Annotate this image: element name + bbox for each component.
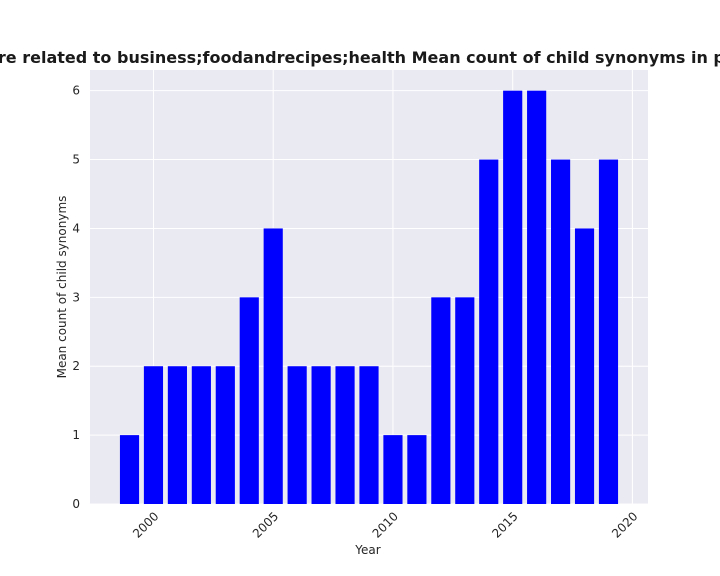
y-axis-label: Mean count of child synonyms [55,196,69,379]
bar-2017 [551,159,571,505]
bar-2019 [598,159,619,505]
bar-2001 [167,366,187,504]
bar-2000 [143,366,164,504]
bar-1999 [119,435,140,504]
x-tick-labels: 2000 2005 2010 2015 2020 [130,509,640,540]
y-tick-label: 5 [72,153,80,167]
bar-2013 [455,297,475,504]
bar-2008 [335,366,355,504]
bar-2010 [383,435,403,504]
bar-2014 [479,159,499,505]
bar-2005 [263,228,283,504]
x-tick-label: 2000 [130,509,161,540]
y-tick-labels: 0 1 2 3 4 5 6 [72,84,80,511]
y-tick-label: 0 [72,497,80,511]
bar-2012 [431,297,451,504]
x-tick-label: 2020 [609,509,640,540]
x-tick-label: 2010 [370,509,401,540]
bar-2018 [574,228,595,504]
bar-2015 [503,90,523,505]
bar-2004 [239,297,259,504]
y-tick-label: 1 [72,428,80,442]
y-tick-label: 6 [72,84,80,98]
bar-2011 [407,435,427,504]
bar-2003 [215,366,235,504]
chart-title: Categories are related to business;fooda… [0,48,720,67]
y-tick-label: 2 [72,359,80,373]
x-tick-label: 2005 [250,509,281,540]
bar-2002 [191,366,211,504]
bar-2016 [527,90,547,505]
x-axis-label: Year [354,543,380,557]
x-tick-label: 2015 [489,509,520,540]
bars [119,90,619,505]
y-tick-label: 3 [72,290,80,304]
bar-2009 [359,366,379,504]
bar-2006 [287,366,307,504]
bar-2007 [311,366,331,504]
y-tick-label: 4 [72,221,80,235]
